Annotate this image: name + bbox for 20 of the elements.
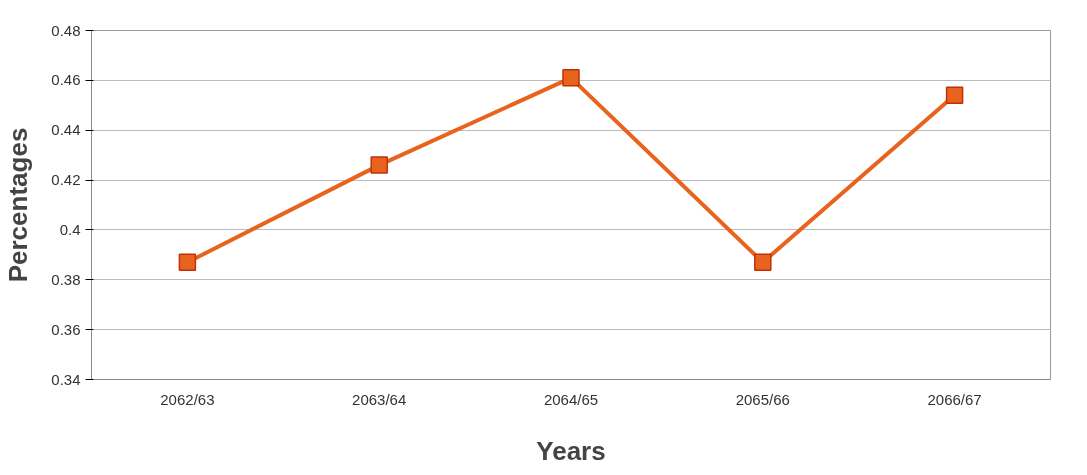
x-axis-title: Years — [536, 435, 606, 466]
y-tick-label: 0.38 — [51, 270, 81, 288]
y-tick-label: 0.44 — [51, 121, 81, 139]
y-axis-title: Percentages — [3, 127, 34, 283]
x-tick-label: 2062/63 — [160, 390, 215, 408]
point — [370, 156, 388, 174]
x-tick-label: 2066/67 — [927, 390, 982, 408]
point — [754, 253, 772, 272]
x-tick-label: 2065/66 — [735, 390, 790, 408]
y-tick-label: 0.36 — [51, 320, 81, 338]
y-tick-label: 0.4 — [59, 220, 81, 238]
point — [562, 69, 580, 87]
point — [945, 86, 964, 105]
x-tick-label: 2064/65 — [543, 390, 599, 408]
y-tick-label: 0.46 — [51, 71, 81, 89]
x-tick-label: 2063/64 — [352, 390, 407, 408]
y-tick-label: 0.42 — [51, 171, 81, 189]
point — [178, 253, 197, 272]
y-tick-label: 0.34 — [51, 370, 81, 388]
y-tick-label: 0.48 — [51, 21, 81, 39]
